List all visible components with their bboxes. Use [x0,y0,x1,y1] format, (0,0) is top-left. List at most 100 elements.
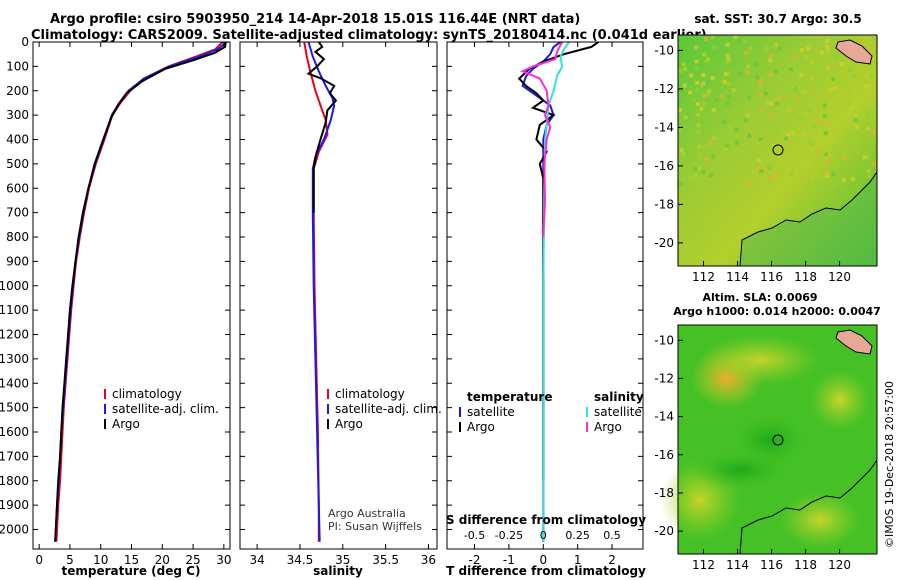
sla-lon-label: 112 [692,558,715,572]
sst-pixel [697,151,702,156]
sst-pixel [678,127,683,132]
sst-lon-label: 118 [794,270,817,284]
sst-pixel [774,97,779,102]
sst-pixel [759,109,764,114]
sst-pixel [697,166,702,171]
sst-pixel [712,136,717,141]
sst-pixel [870,106,875,111]
sst-pixel [767,112,772,117]
sst-pixel [678,65,683,70]
sst-pixel [753,62,758,67]
sst-map-panel: sat. SST: 30.7 Argo: 30.5 112 114 116 118 12… [654,12,878,284]
sst-pixel [864,83,869,88]
temperature-xtick-label: 30 [216,553,231,567]
sst-pixel [816,150,821,155]
sst-pixel [811,124,816,129]
sst-pixel [807,140,812,145]
sla-lon-label: 118 [794,558,817,572]
sst-pixel [866,174,871,178]
temperature-series-argo [54,42,227,542]
sst-pixel [834,55,838,60]
sst-pixel [695,112,700,117]
temperature-xtick-label: 0 [35,553,43,567]
sst-pixel [704,157,709,162]
sst-pixel [822,114,827,119]
sst-pixel [774,69,778,74]
sst-pixel [822,85,827,90]
sst-pixel [806,46,811,51]
sst-pixel [810,141,815,146]
difference-axes-frame [446,41,644,550]
salinity-axes-frame [239,41,438,550]
temperature-legend-label-satellite: satellite-adj. clim. [112,402,219,416]
sst-pixel [689,73,694,78]
sst-pixel [687,175,692,180]
sla-lat-label: -18 [654,486,674,500]
sst-pixel [705,79,710,84]
sst-pixel [823,131,828,135]
difference-xtick-label: 2 [608,553,616,567]
sst-pixel [722,80,727,85]
sst-pixel [826,87,831,92]
sst-pixel [775,171,780,175]
sst-pixel [859,130,864,135]
sst-pixel [745,181,750,186]
sst-pixel [824,160,829,165]
temperature-panel: 0 5 10 15 20 25 300100200300400500600700800900… [0,35,231,578]
sst-pixel [701,169,706,174]
sla-anomaly-low-2 [690,450,790,490]
sst-pixel [769,53,774,58]
sst-pixel [788,62,793,67]
sst-pixel [869,74,874,79]
sst-pixel [769,78,774,83]
depth-tick-label: 600 [6,181,29,195]
sst-pixel [699,106,704,111]
difference-series-s-satellite [542,42,570,542]
sst-pixel [848,67,853,72]
sst-pixel [738,127,743,132]
temperature-xtick-label: 20 [155,553,170,567]
sst-pixel [850,177,855,182]
depth-tick-label: 1500 [0,401,29,415]
sst-lon-label: 116 [760,270,783,284]
sst-pixel [775,129,780,134]
sla-lat-label: -16 [654,448,674,462]
sla-anomaly-mid-2 [810,370,870,430]
temperature-axes-frame [32,41,231,550]
salinity-xtick-label: 34.5 [287,553,314,567]
salinity-xtick-label: 35.5 [372,553,399,567]
sst-pixel [817,130,822,135]
depth-tick-label: 1300 [0,352,29,366]
sst-pixel [871,130,875,135]
sst-pixel [854,138,859,143]
sst-pixel [866,154,871,159]
sla-lon-label: 114 [726,558,749,572]
sst-pixel [786,132,791,137]
sst-lon-label: 112 [692,270,715,284]
sst-pixel [773,119,778,124]
salinity-legend-label-climatology: climatology [335,387,405,401]
salinity-xtick-label: 34 [249,553,264,567]
sst-pixel [784,136,788,141]
sst-pixel [688,90,693,95]
sst-pixel [797,116,802,121]
sst-pixel [726,71,731,76]
sst-pixel [679,148,684,153]
sst-pixel [714,97,719,102]
sst-pixel [826,66,831,71]
sst-pixel [734,127,739,132]
difference-s-xtick-label: 0.5 [603,529,621,542]
sla-lon-label: 120 [828,558,851,572]
sla-coastline-south [739,458,878,555]
sst-pixel [825,38,830,43]
sst-pixel [678,181,683,186]
sst-land-island [835,39,873,65]
sst-pixel [763,91,768,96]
sst-pixel [824,170,829,175]
sst-pixel [824,152,829,157]
sst-pixel [830,139,835,143]
credit-line-2: PI: Susan Wijffels [328,520,422,533]
sst-pixel [721,93,726,98]
sst-pixel [839,61,844,66]
sst-pixel [746,64,751,69]
